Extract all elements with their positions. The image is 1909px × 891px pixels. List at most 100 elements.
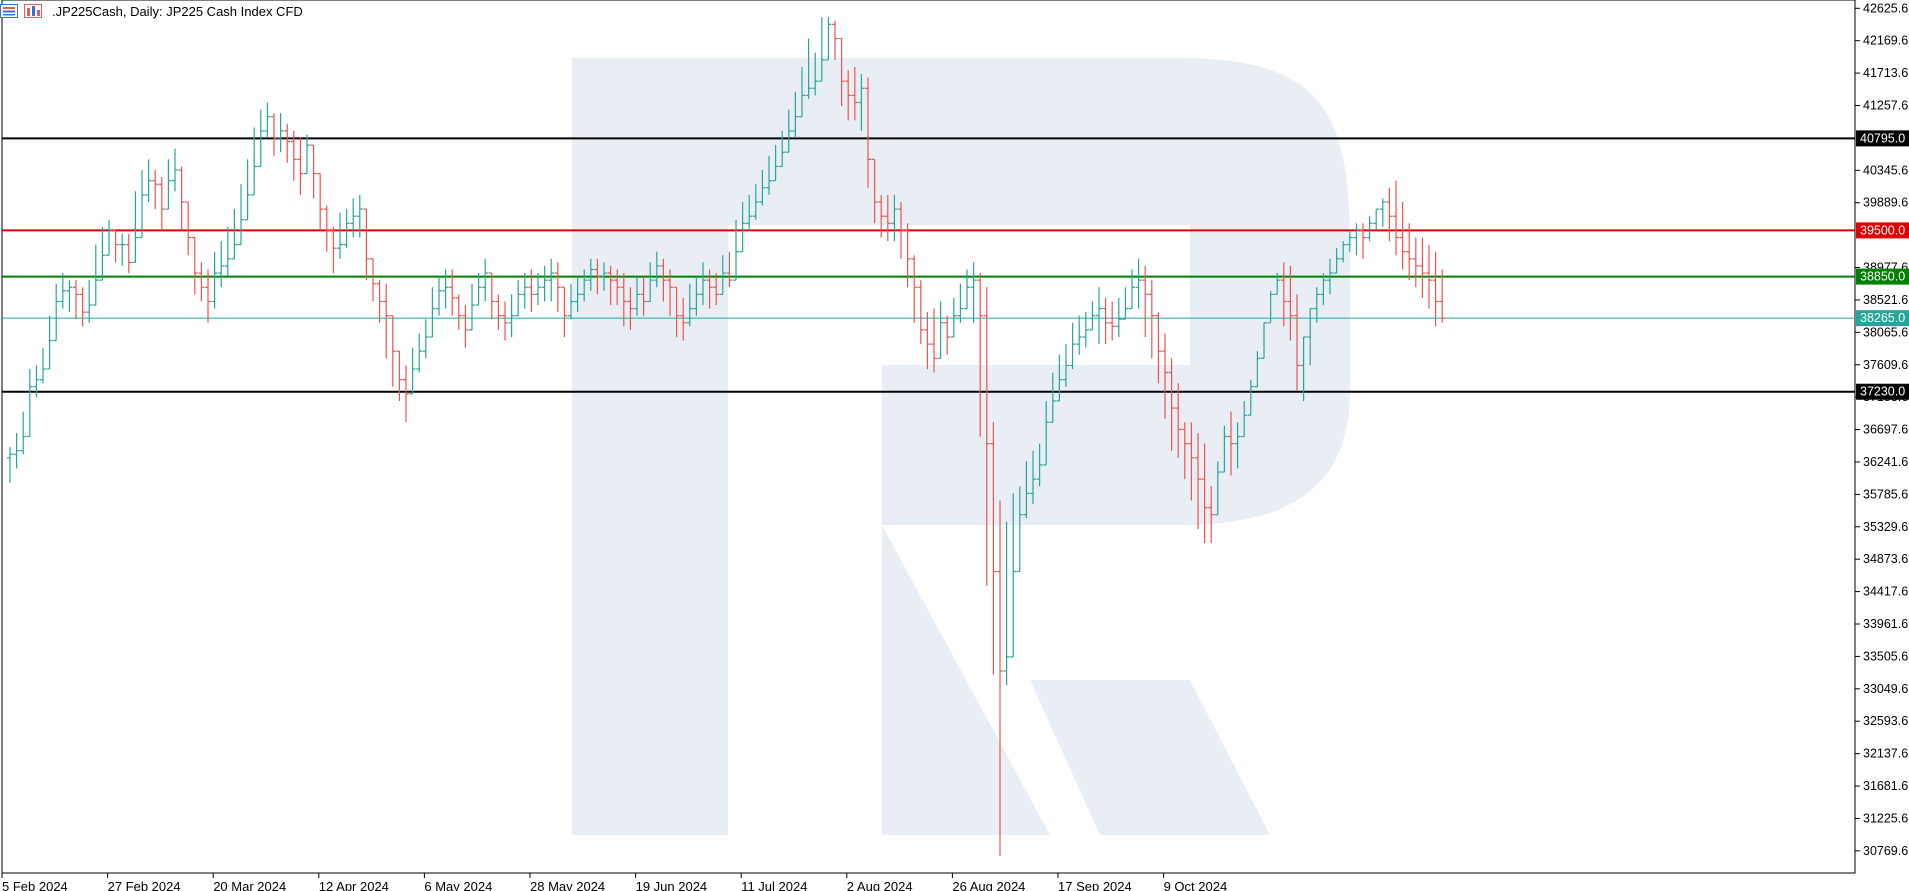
current-price-tag: 38265.0 <box>1856 310 1909 327</box>
x-tick-label: 11 Jul 2024 <box>741 879 807 891</box>
ohlc-bar <box>416 333 423 373</box>
ohlc-bar <box>205 269 211 323</box>
ohlc-bar <box>73 280 79 320</box>
ohlc-bar <box>1379 198 1386 227</box>
ohlc-bar <box>1327 258 1333 295</box>
ohlc-bar <box>614 269 621 306</box>
ohlc-bar <box>970 262 977 323</box>
watermark-logo-icon <box>572 58 1350 835</box>
ohlc-bar <box>1142 265 1149 338</box>
ohlc-bar <box>495 294 502 330</box>
y-tick-label: 33505.6 <box>1863 649 1908 663</box>
ohlc-bar <box>46 315 53 370</box>
ohlc-bar <box>871 158 878 224</box>
ohlc-bar <box>561 286 568 338</box>
ohlc-bar <box>1043 400 1050 466</box>
price-bars <box>7 17 1446 856</box>
y-tick-label: 36241.6 <box>1863 455 1908 469</box>
ohlc-bar <box>1195 432 1201 529</box>
current-price-tag-text: 38265.0 <box>1860 311 1905 325</box>
level-price-tag-bg <box>1856 130 1909 147</box>
ohlc-bar <box>1056 354 1063 402</box>
level-price-tag-text: 40795.0 <box>1860 131 1905 145</box>
chart-bars-icon[interactable] <box>24 4 42 18</box>
ohlc-bar <box>759 170 766 206</box>
timeframe: Daily: <box>130 3 163 19</box>
chart-title: .JP225Cash, Daily: JP225 Cash Index CFD <box>52 3 303 19</box>
level-price-tag: 39500.0 <box>1856 222 1909 239</box>
ohlc-bar <box>488 272 495 320</box>
y-tick-label: 37609.6 <box>1863 358 1908 372</box>
ohlc-bar <box>937 301 944 359</box>
y-tick-label: 34873.6 <box>1863 552 1908 566</box>
x-axis: 5 Feb 2024 27 Feb 2024 20 Mar 2024 12 Apr 2… <box>1 873 1228 891</box>
ohlc-bar <box>1069 322 1076 369</box>
ohlc-bar <box>752 184 759 220</box>
ohlc-bar <box>983 287 990 586</box>
ohlc-bar <box>1201 443 1208 544</box>
ohlc-bar <box>1386 187 1393 242</box>
ohlc-bar <box>1109 301 1116 341</box>
ohlc-bar <box>673 286 680 338</box>
y-tick-label: 35785.6 <box>1863 487 1908 501</box>
y-tick-label: 32593.6 <box>1863 714 1908 728</box>
ohlc-bar <box>548 258 555 302</box>
y-tick-label: 38521.6 <box>1863 293 1908 307</box>
ohlc-bar <box>482 258 489 302</box>
ohlc-bar <box>1320 273 1327 306</box>
ohlc-bar <box>244 159 251 221</box>
y-tick-label: 33049.6 <box>1863 682 1908 696</box>
ohlc-bar <box>587 258 594 291</box>
ohlc-bar <box>1155 312 1162 384</box>
ohlc-bar <box>620 273 627 327</box>
ohlc-bar <box>766 155 772 195</box>
ohlc-bar <box>799 66 805 118</box>
ohlc-bar <box>310 144 317 199</box>
ohlc-bar <box>726 251 733 288</box>
ohlc-bar <box>733 219 739 281</box>
y-tick-label: 41257.6 <box>1863 99 1908 113</box>
ohlc-bar <box>218 241 225 288</box>
ohlc-bar <box>574 276 581 313</box>
ohlc-bar <box>178 166 185 231</box>
symbol-name: .JP225Cash <box>52 3 123 19</box>
ohlc-bar <box>231 209 238 260</box>
ohlc-bar <box>693 276 700 316</box>
y-tick-label: 31681.6 <box>1863 779 1908 793</box>
ohlc-bar <box>99 226 106 281</box>
ohlc-bar <box>990 422 997 675</box>
ohlc-bar <box>1360 223 1366 259</box>
ohlc-bar <box>350 198 357 238</box>
ohlc-bar <box>132 191 139 263</box>
chart-list-icon[interactable] <box>0 4 18 18</box>
x-tick-label: 9 Oct 2024 <box>1164 879 1228 891</box>
ohlc-bar <box>832 20 838 60</box>
y-tick-label: 42169.6 <box>1863 34 1908 48</box>
ohlc-bar <box>1234 422 1241 469</box>
ohlc-bar <box>1353 223 1360 256</box>
y-tick-label: 35329.6 <box>1863 520 1908 534</box>
ohlc-bar <box>950 297 957 338</box>
ohlc-bar <box>713 273 720 306</box>
ohlc-bar <box>1181 422 1188 480</box>
ohlc-bar <box>20 411 27 455</box>
ohlc-bar <box>383 283 390 359</box>
ohlc-bar <box>1221 425 1228 473</box>
ohlc-bar <box>865 77 871 188</box>
ohlc-bar <box>33 365 40 398</box>
ohlc-bar <box>653 251 660 288</box>
ohlc-bar <box>607 265 614 306</box>
ohlc-bar <box>271 113 277 156</box>
x-tick-label: 19 Jun 2024 <box>636 879 708 891</box>
ohlc-bar <box>172 148 178 192</box>
x-tick-label: 5 Feb 2024 <box>2 879 68 891</box>
ohlc-bar <box>1129 269 1135 310</box>
ohlc-bar <box>1096 287 1102 345</box>
ohlc-bar <box>845 70 852 121</box>
ohlc-bar <box>1287 265 1294 341</box>
y-tick-label: 38065.6 <box>1863 325 1908 339</box>
ohlc-bar <box>812 52 819 96</box>
ohlc-bar <box>106 219 112 256</box>
